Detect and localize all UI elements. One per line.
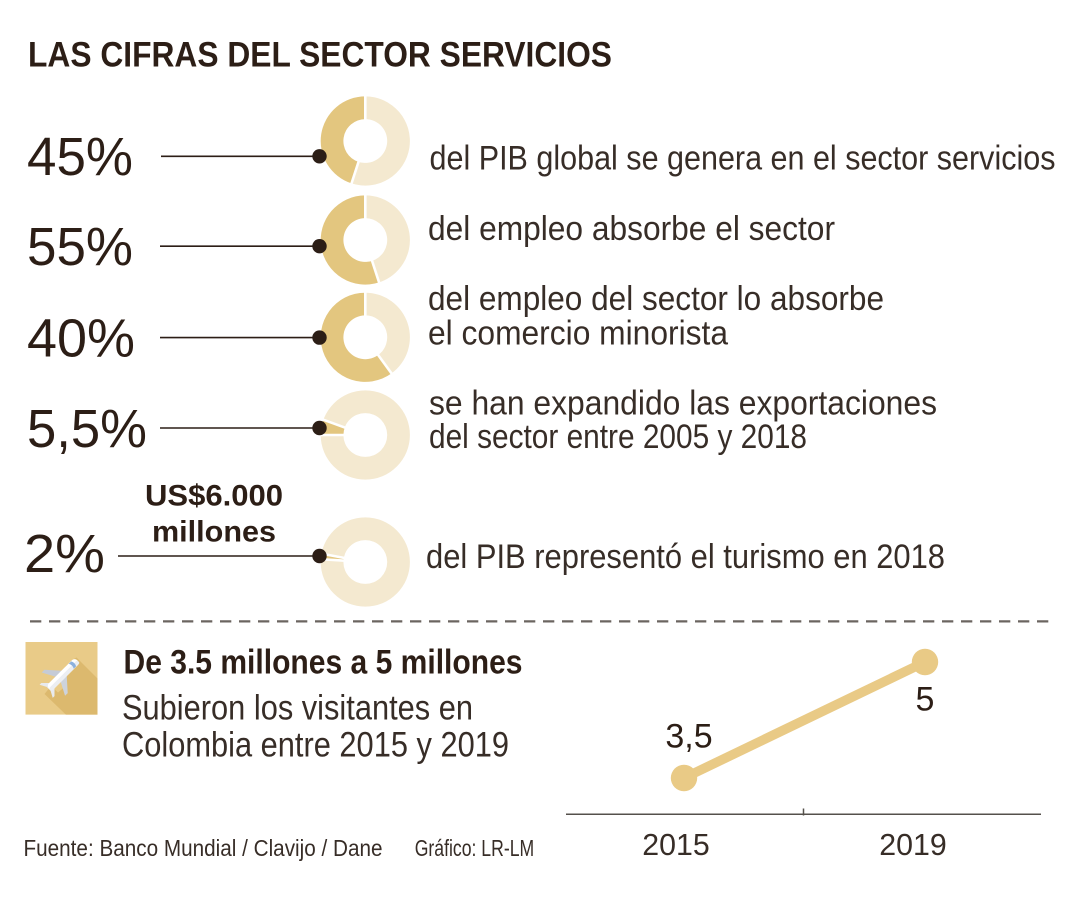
svg-text:LAS CIFRAS DEL SECTOR SERVICIO: LAS CIFRAS DEL SECTOR SERVICIOS — [28, 36, 612, 75]
svg-text:2019: 2019 — [879, 827, 947, 862]
svg-text:5: 5 — [916, 681, 935, 719]
svg-text:US$6.000: US$6.000 — [145, 480, 283, 513]
svg-text:45%: 45% — [27, 127, 133, 187]
svg-text:55%: 55% — [27, 217, 133, 277]
svg-text:del PIB global se genera en el: del PIB global se genera en el sector se… — [430, 139, 1056, 177]
svg-text:2%: 2% — [24, 524, 105, 584]
svg-text:del sector entre 2005 y 2018: del sector entre 2005 y 2018 — [429, 418, 807, 456]
svg-text:Subieron los visitantes en: Subieron los visitantes en — [122, 689, 473, 728]
svg-text:el comercio minorista: el comercio minorista — [428, 314, 728, 352]
svg-text:3,5: 3,5 — [665, 718, 712, 756]
svg-text:De 3.5 millones a 5 millones: De 3.5 millones a 5 millones — [124, 644, 523, 682]
svg-text:2015: 2015 — [642, 827, 710, 862]
svg-text:Colombia entre 2015 y 2019: Colombia entre 2015 y 2019 — [122, 725, 509, 764]
svg-text:del PIB representó el turismo: del PIB representó el turismo en 2018 — [426, 538, 945, 576]
svg-text:Gráfico: LR-LM: Gráfico: LR-LM — [415, 835, 535, 861]
svg-text:del empleo absorbe el sector: del empleo absorbe el sector — [428, 210, 835, 248]
svg-text:Fuente: Banco Mundial / Clavij: Fuente: Banco Mundial / Clavijo / Dane — [24, 835, 383, 861]
svg-text:5,5%: 5,5% — [27, 399, 147, 459]
svg-text:se han expandido las exportaci: se han expandido las exportaciones — [429, 385, 937, 423]
svg-text:millones: millones — [152, 516, 276, 549]
svg-text:del empleo del sector lo absor: del empleo del sector lo absorbe — [428, 280, 884, 318]
svg-text:40%: 40% — [27, 308, 135, 368]
